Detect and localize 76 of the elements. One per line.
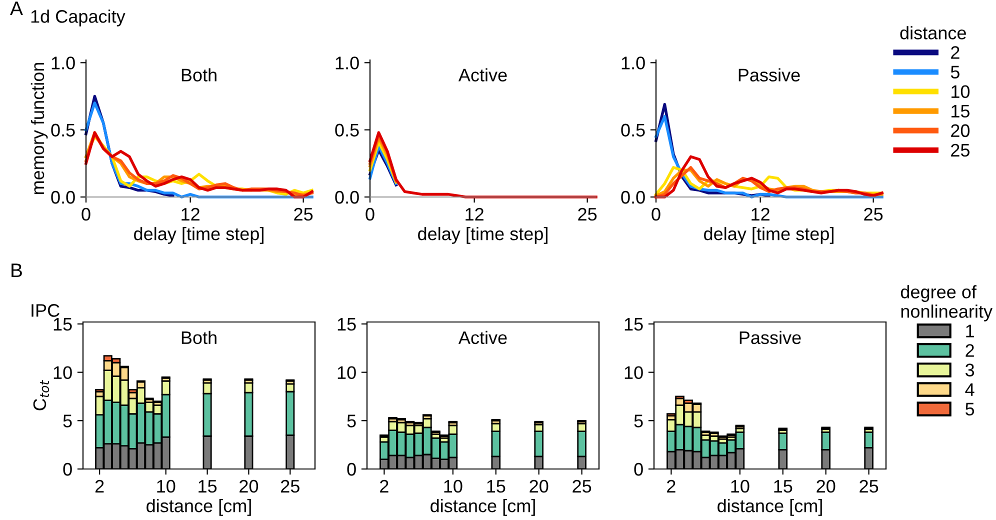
y-tick-label: 15: [54, 318, 72, 331]
y-tick-label: 10: [624, 366, 643, 380]
x-tick-label: 12: [466, 208, 484, 220]
text: B: [12, 264, 22, 278]
chart-title: Both: [182, 68, 216, 82]
legend-label: 2: [966, 344, 974, 357]
x-tick-label: 25: [578, 208, 597, 221]
y-tick-label: 1.0: [622, 56, 645, 70]
x-tick-label: 20: [816, 480, 836, 493]
x-tick-label: 15: [487, 480, 506, 493]
y-tick-label: 0.0: [621, 190, 645, 204]
legend-label: 5: [966, 402, 974, 416]
y-tick-label: 0.5: [51, 124, 75, 137]
text: IPC: [32, 304, 60, 317]
y-axis-title: C$_{tot}$: [33, 380, 50, 410]
x-axis-title: delay [time step]: [134, 227, 264, 244]
chart-title: Passive: [740, 330, 801, 344]
x-tick-label: 2: [380, 480, 388, 492]
x-tick-label: 0: [366, 208, 374, 221]
legend-label: 4: [965, 383, 974, 396]
y-tick-label: 0: [347, 462, 356, 476]
x-tick-label: 25: [860, 480, 878, 493]
y-tick-label: 5: [63, 414, 72, 428]
y-tick-label: 0: [63, 462, 72, 476]
y-tick-label: 0: [634, 462, 643, 476]
x-tick-label: 10: [731, 480, 750, 493]
x-axis-title: delay [time step]: [418, 227, 548, 244]
legend-label: 2: [951, 46, 960, 59]
x-tick-label: 12: [182, 208, 200, 220]
legend-label: 3: [965, 364, 974, 376]
x-tick-label: 25: [294, 208, 313, 221]
y-axis-title: memory function: [30, 62, 48, 194]
y-tick-label: 0.5: [335, 124, 359, 137]
x-tick-label: 20: [530, 480, 548, 493]
legend-label: 15: [952, 104, 970, 118]
x-tick-label: 2: [95, 480, 104, 492]
legend-label: 25: [951, 144, 970, 157]
x-tick-label: 15: [198, 480, 217, 493]
chart-title: Both: [182, 330, 216, 344]
y-tick-label: 10: [54, 366, 72, 380]
x-tick-label: 25: [572, 480, 592, 493]
text: A: [10, 2, 23, 16]
x-tick-label: 25: [281, 480, 300, 493]
x-axis-title: distance [cm]: [430, 499, 535, 516]
x-axis-title: distance [cm]: [146, 499, 251, 516]
x-tick-label: 15: [774, 480, 792, 493]
legend-label: 10: [952, 85, 970, 98]
x-tick-label: 0: [82, 208, 90, 221]
x-tick-label: 0: [652, 208, 660, 221]
y-tick-label: 0.0: [51, 190, 75, 204]
x-tick-label: 10: [444, 480, 462, 493]
x-tick-label: 12: [752, 208, 770, 220]
x-axis-title: distance [cm]: [718, 499, 822, 516]
chart-title: Passive: [738, 68, 800, 82]
y-tick-label: 15: [338, 318, 356, 331]
legend-label: 1: [966, 324, 974, 338]
legend-label: 5: [950, 66, 960, 78]
y-tick-label: 15: [624, 318, 643, 331]
legend-label: 20: [951, 124, 970, 138]
x-tick-label: 25: [864, 208, 883, 221]
chart-title: Active: [458, 330, 507, 344]
x-tick-label: 10: [157, 480, 176, 493]
y-tick-label: 5: [347, 414, 356, 428]
text: 1d Capacity: [31, 10, 126, 26]
y-tick-label: 0.0: [335, 190, 359, 204]
x-tick-label: 2: [667, 480, 676, 492]
legend-title: distance: [900, 26, 966, 40]
y-tick-label: 1.0: [336, 56, 359, 70]
legend-title: degree of nonlinearity: [900, 285, 992, 322]
x-axis-title: delay [time step]: [704, 227, 834, 244]
y-tick-label: 10: [338, 366, 356, 380]
y-tick-label: 1.0: [52, 56, 75, 70]
y-tick-label: 5: [634, 414, 643, 428]
x-tick-label: 20: [240, 480, 258, 493]
chart-title: Active: [458, 68, 507, 82]
y-tick-label: 0.5: [621, 124, 645, 137]
